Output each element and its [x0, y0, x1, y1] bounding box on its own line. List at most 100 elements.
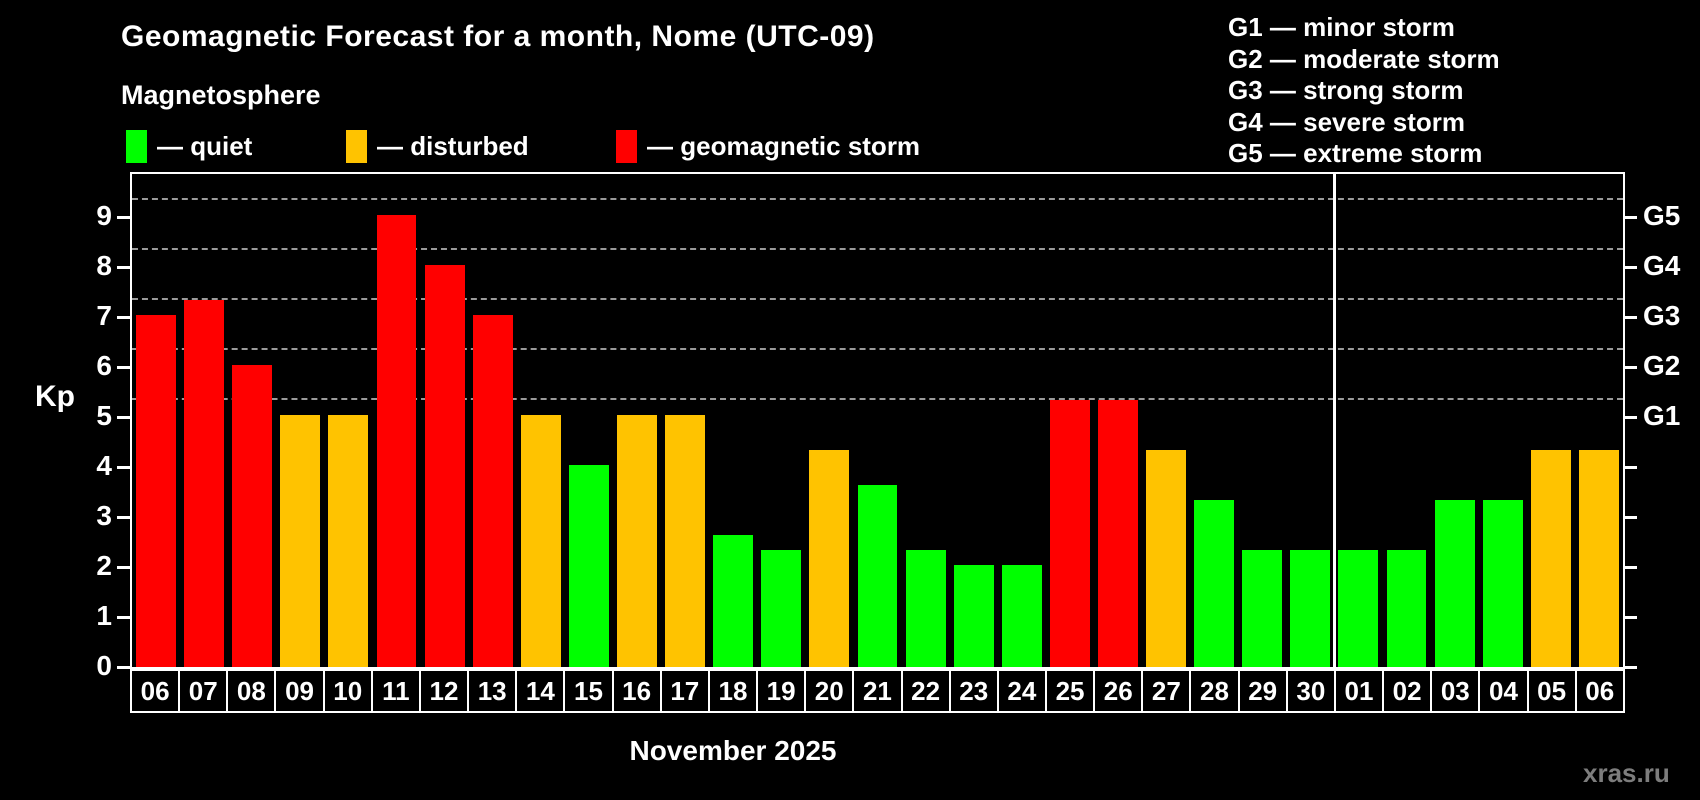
- date-cell: 24: [996, 669, 1047, 713]
- bar-cell-12: [421, 174, 469, 667]
- y-tick-label: 0: [96, 650, 112, 681]
- disturbed-color-swatch-icon: [346, 129, 367, 163]
- kp-bar: [1001, 565, 1042, 667]
- y-tick-label: 1: [96, 600, 112, 631]
- kp-bar: [809, 450, 850, 667]
- bar-cell-17: [661, 174, 709, 667]
- date-cell: 15: [563, 669, 614, 713]
- g-legend-line: G2 — moderate storm: [1228, 43, 1500, 74]
- date-cell: 17: [659, 669, 710, 713]
- kp-bar: [1434, 500, 1475, 667]
- kp-bar: [1482, 500, 1523, 667]
- kp-bar: [232, 365, 273, 667]
- y-tick-right: [1624, 365, 1637, 369]
- date-cell: 19: [756, 669, 807, 713]
- bar-cell-30: [1286, 174, 1334, 667]
- date-cell: 16: [611, 669, 662, 713]
- bar-cell-06: [1575, 174, 1623, 667]
- bar-cell-21: [853, 174, 901, 667]
- bar-cell-11: [372, 174, 420, 667]
- y-tick-right: [1624, 415, 1637, 419]
- bar-cell-25: [1046, 174, 1094, 667]
- y-tick-right: [1624, 515, 1637, 519]
- kp-bar: [376, 215, 417, 667]
- kp-bar: [1578, 450, 1619, 667]
- g-level-label-G1: G1: [1643, 400, 1681, 431]
- gridline-kp6: [132, 348, 1623, 350]
- chart-subtitle: Magnetosphere: [121, 80, 321, 110]
- kp-bar: [1290, 550, 1331, 667]
- date-cell: 07: [178, 669, 229, 713]
- bar-cell-28: [1190, 174, 1238, 667]
- date-cell: 01: [1333, 669, 1385, 713]
- y-tick-label: 2: [96, 550, 112, 581]
- date-cell: 03: [1430, 669, 1481, 713]
- kp-bar: [520, 415, 561, 667]
- kp-bar: [905, 550, 946, 667]
- y-tick-left: [117, 465, 130, 469]
- date-cell: 21: [852, 669, 903, 713]
- bars: [132, 174, 1623, 667]
- kp-bar: [953, 565, 994, 667]
- kp-bar: [1386, 550, 1427, 667]
- legend-label-quiet: — quiet: [157, 130, 253, 161]
- y-tick-left: [117, 515, 130, 519]
- y-tick-label: 6: [96, 350, 112, 381]
- bar-cell-29: [1238, 174, 1286, 667]
- bar-cell-27: [1142, 174, 1190, 667]
- g-level-label-G3: G3: [1643, 300, 1681, 331]
- bar-cell-01: [1334, 174, 1382, 667]
- kp-bar: [472, 315, 513, 667]
- storm-color-swatch-icon: [616, 129, 637, 163]
- date-cell: 23: [948, 669, 999, 713]
- bar-cell-15: [565, 174, 613, 667]
- x-axis-date-row: 06 07 08 09 10 11 12 13 14 15 16 17 18 19 20 21 22 23 24 25…: [130, 669, 1625, 713]
- kp-bar: [424, 265, 465, 667]
- y-tick-label: 8: [96, 250, 112, 281]
- bar-cell-23: [950, 174, 998, 667]
- bar-cell-07: [180, 174, 228, 667]
- date-cell: 13: [467, 669, 518, 713]
- chart-title: Geomagnetic Forecast for a month, Nome (…: [121, 20, 875, 53]
- plot-area: [130, 172, 1625, 669]
- bar-cell-20: [805, 174, 853, 667]
- y-tick-left: [117, 365, 130, 369]
- date-cell: 20: [804, 669, 855, 713]
- date-cell: 05: [1526, 669, 1577, 713]
- y-tick-left: [117, 315, 130, 319]
- bar-cell-13: [469, 174, 517, 667]
- kp-bar: [184, 300, 225, 667]
- y-tick-right: [1624, 615, 1637, 619]
- date-cell: 29: [1237, 669, 1288, 713]
- bar-cell-03: [1431, 174, 1479, 667]
- g-legend-line: G5 — extreme storm: [1228, 138, 1483, 168]
- bar-cell-05: [1527, 174, 1575, 667]
- y-tick-right: [1624, 215, 1637, 219]
- y-tick-left: [117, 265, 130, 269]
- y-tick-label: 3: [96, 500, 112, 531]
- y-axis-title: Kp: [35, 380, 75, 413]
- date-cell: 30: [1285, 669, 1336, 713]
- bar-cell-16: [613, 174, 661, 667]
- date-cell: 26: [1093, 669, 1144, 713]
- y-tick-right: [1624, 565, 1637, 569]
- date-cell: 18: [707, 669, 759, 713]
- gridline-kp5: [132, 398, 1623, 400]
- kp-bar: [665, 415, 706, 667]
- date-cell: 22: [900, 669, 951, 713]
- bar-cell-02: [1382, 174, 1430, 667]
- y-tick-left: [117, 615, 130, 619]
- g-level-label-G5: G5: [1643, 200, 1681, 231]
- y-tick-label: 5: [96, 400, 112, 431]
- bar-cell-18: [709, 174, 757, 667]
- y-tick-right: [1624, 465, 1637, 469]
- date-cell: 09: [274, 669, 325, 713]
- legend-item-quiet: — quiet: [126, 129, 252, 163]
- g-legend-line: G1 — minor storm: [1228, 12, 1455, 42]
- g-legend-line: G3 — strong storm: [1228, 75, 1464, 105]
- bar-cell-09: [276, 174, 324, 667]
- gridlines-layer: [132, 174, 1623, 667]
- date-cell: 14: [515, 669, 566, 713]
- date-cell: 02: [1382, 669, 1433, 713]
